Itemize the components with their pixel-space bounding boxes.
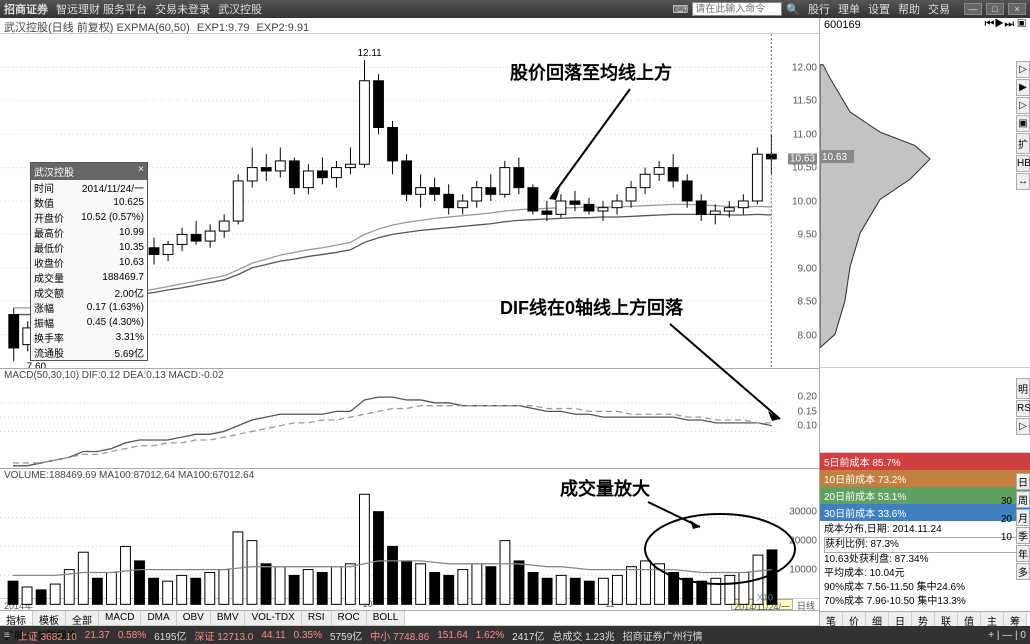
status-left-icon[interactable]: ≡: [4, 630, 10, 641]
side-tab[interactable]: HB: [1016, 155, 1030, 172]
menu-trade[interactable]: 交易: [928, 1, 950, 17]
brand-logo: 招商证券: [4, 1, 48, 17]
volume-panel[interactable]: VOLUME:188469.69 MA100:87012.64 MA100:67…: [0, 469, 819, 598]
keyboard-icon[interactable]: ⌨: [672, 3, 688, 16]
cost-lines: 5日前成本 85.7%10日前成本 73.2%20日前成本 53.1%30日前成…: [820, 453, 1030, 521]
svg-text:10.63: 10.63: [822, 152, 847, 163]
side-tab[interactable]: ▶: [1016, 79, 1030, 96]
menu-manage[interactable]: 理单: [838, 1, 860, 17]
period-tab-周[interactable]: 周: [1016, 491, 1030, 508]
window-close-button[interactable]: ×: [1008, 3, 1026, 15]
side-tab[interactable]: ▷: [1016, 418, 1030, 435]
right-panel: 600169 ⏮▶⏭ ▣ 10.63 ▷▶▷▣扩HB↔ 明RSI▷ 5日前成本 …: [820, 18, 1030, 626]
right-tab-日[interactable]: 日: [889, 612, 912, 626]
volume-chart[interactable]: X10: [0, 482, 819, 611]
period-tab-多[interactable]: 多: [1016, 563, 1030, 580]
menu-help[interactable]: 帮助: [898, 1, 920, 17]
cost-line: 30日前成本 33.6%: [820, 504, 1030, 521]
playback-icons[interactable]: ⏮▶⏭ ▣: [985, 18, 1026, 31]
side-tab[interactable]: ↔: [1016, 173, 1030, 190]
search-icon[interactable]: 🔍: [786, 3, 800, 16]
side-tab[interactable]: ▣: [1016, 115, 1030, 132]
period-tab-月[interactable]: 月: [1016, 509, 1030, 526]
menu-quotes[interactable]: 股行: [808, 1, 830, 17]
svg-text:7.60: 7.60: [27, 361, 47, 368]
cost-line: 20日前成本 53.1%: [820, 487, 1030, 504]
stock-name-header: 武汉控股: [218, 1, 262, 17]
volume-header: VOLUME:188469.69 MA100:87012.64 MA100:67…: [0, 469, 819, 482]
right-tab-值[interactable]: 值: [958, 612, 981, 626]
right-tab-联[interactable]: 联: [935, 612, 958, 626]
indicator-tab-rsi[interactable]: RSI: [302, 611, 332, 625]
chart-title: 武汉控股(日线 前复权) EXPMA(60,50): [4, 22, 190, 34]
cost-line: 5日前成本 85.7%: [820, 453, 1030, 470]
chart-area: 武汉控股(日线 前复权) EXPMA(60,50) EXP1:9.79 EXP2…: [0, 18, 820, 626]
period-tab-日[interactable]: 日: [1016, 473, 1030, 490]
svg-text:X10: X10: [757, 592, 773, 602]
indicator-tab-obv[interactable]: OBV: [177, 611, 211, 625]
data-box-title: 武汉控股: [34, 164, 74, 179]
right-tab-筹[interactable]: 筹: [1004, 612, 1027, 626]
price-distribution-panel[interactable]: 10.63 ▷▶▷▣扩HB↔: [820, 31, 1030, 368]
side-tab[interactable]: ▷: [1016, 61, 1030, 78]
indicator-tabs: 指标模板全部MACDDMAOBVBMVVOL-TDXRSIROCBOLL: [0, 610, 819, 625]
menu-settings[interactable]: 设置: [868, 1, 890, 17]
stock-code: 600169: [824, 19, 861, 31]
window-minimize-button[interactable]: —: [964, 3, 982, 15]
side-tab[interactable]: RSI: [1016, 400, 1030, 417]
right-tab-笔[interactable]: 笔: [820, 612, 843, 626]
right-tab-价[interactable]: 价: [843, 612, 866, 626]
title-bar: 招商证券 智远理财 服务平台 交易未登录 武汉控股 ⌨ 🔍 股行 理单 设置 帮…: [0, 0, 1030, 18]
indicator-tab-vol-tdx[interactable]: VOL-TDX: [245, 611, 301, 625]
right-bottom-tabs: 笔价细日势联值主筹: [820, 611, 1030, 626]
indicator-tab-模板[interactable]: 模板: [33, 611, 66, 625]
indicator-tab-dma[interactable]: DMA: [141, 611, 176, 625]
right-tab-主[interactable]: 主: [981, 612, 1004, 626]
command-input[interactable]: [692, 2, 782, 16]
status-bar: ≡ 上证 3682.1021.370.58%6195亿深证 12713.044.…: [0, 626, 1030, 644]
side-tab[interactable]: 扩: [1016, 133, 1030, 154]
data-box-close-icon[interactable]: ×: [138, 164, 144, 179]
window-maximize-button[interactable]: □: [986, 3, 1004, 15]
price-distribution-chart[interactable]: 10.63: [820, 31, 1015, 368]
side-tab[interactable]: ▷: [1016, 97, 1030, 114]
side-tab[interactable]: 明: [1016, 378, 1030, 399]
indicator-tab-bmv[interactable]: BMV: [211, 611, 246, 625]
platform-subtitle: 智远理财 服务平台: [56, 1, 147, 17]
indicator-tab-roc[interactable]: ROC: [332, 611, 367, 625]
top-menu: 股行 理单 设置 帮助 交易: [808, 1, 950, 17]
right-tab-细[interactable]: 细: [866, 612, 889, 626]
exp1-value: EXP1:9.79: [197, 22, 250, 34]
right-macd-mirror: 明RSI▷: [820, 368, 1030, 453]
cost-line: 10日前成本 73.2%: [820, 470, 1030, 487]
right-tab-势[interactable]: 势: [912, 612, 935, 626]
exp2-value: EXP2:9.91: [257, 22, 310, 34]
indicator-tab-macd[interactable]: MACD: [99, 611, 141, 625]
candlestick-panel[interactable]: 12.117.60 8.008.509.009.5010.0010.5011.0…: [0, 34, 819, 369]
side-toolbar: ▷▶▷▣扩HB↔: [1016, 61, 1030, 191]
indicator-tab-全部[interactable]: 全部: [66, 611, 99, 625]
period-tab-年[interactable]: 年: [1016, 545, 1030, 562]
period-tabs: 日周月季年多: [1016, 473, 1030, 581]
chart-header: 武汉控股(日线 前复权) EXPMA(60,50) EXP1:9.79 EXP2…: [0, 18, 819, 34]
svg-text:12.11: 12.11: [357, 48, 382, 59]
side-toolbar-2: 明RSI▷: [1016, 378, 1030, 436]
macd-chart[interactable]: [0, 382, 819, 481]
ohlc-data-box[interactable]: 武汉控股 × 时间2014/11/24/一数值10.625开盘价10.52 (0…: [30, 162, 148, 361]
macd-panel[interactable]: MACD(50,30,10) DIF:0.12 DEA:0.13 MACD:-0…: [0, 369, 819, 469]
status-zoom-controls[interactable]: + | — | 0: [988, 630, 1026, 641]
period-tab-季[interactable]: 季: [1016, 527, 1030, 544]
cost-distribution-info: 成本分布,日期: 2014.11.24获利比例: 87.3%10.63处获利盘:…: [820, 521, 1030, 611]
data-box-table: 时间2014/11/24/一数值10.625开盘价10.52 (0.57%)最高…: [31, 180, 147, 360]
indicator-tab-指标[interactable]: 指标: [0, 611, 33, 625]
login-status[interactable]: 交易未登录: [155, 1, 210, 17]
indicator-tab-boll[interactable]: BOLL: [367, 611, 406, 625]
macd-header: MACD(50,30,10) DIF:0.12 DEA:0.13 MACD:-0…: [0, 369, 819, 382]
